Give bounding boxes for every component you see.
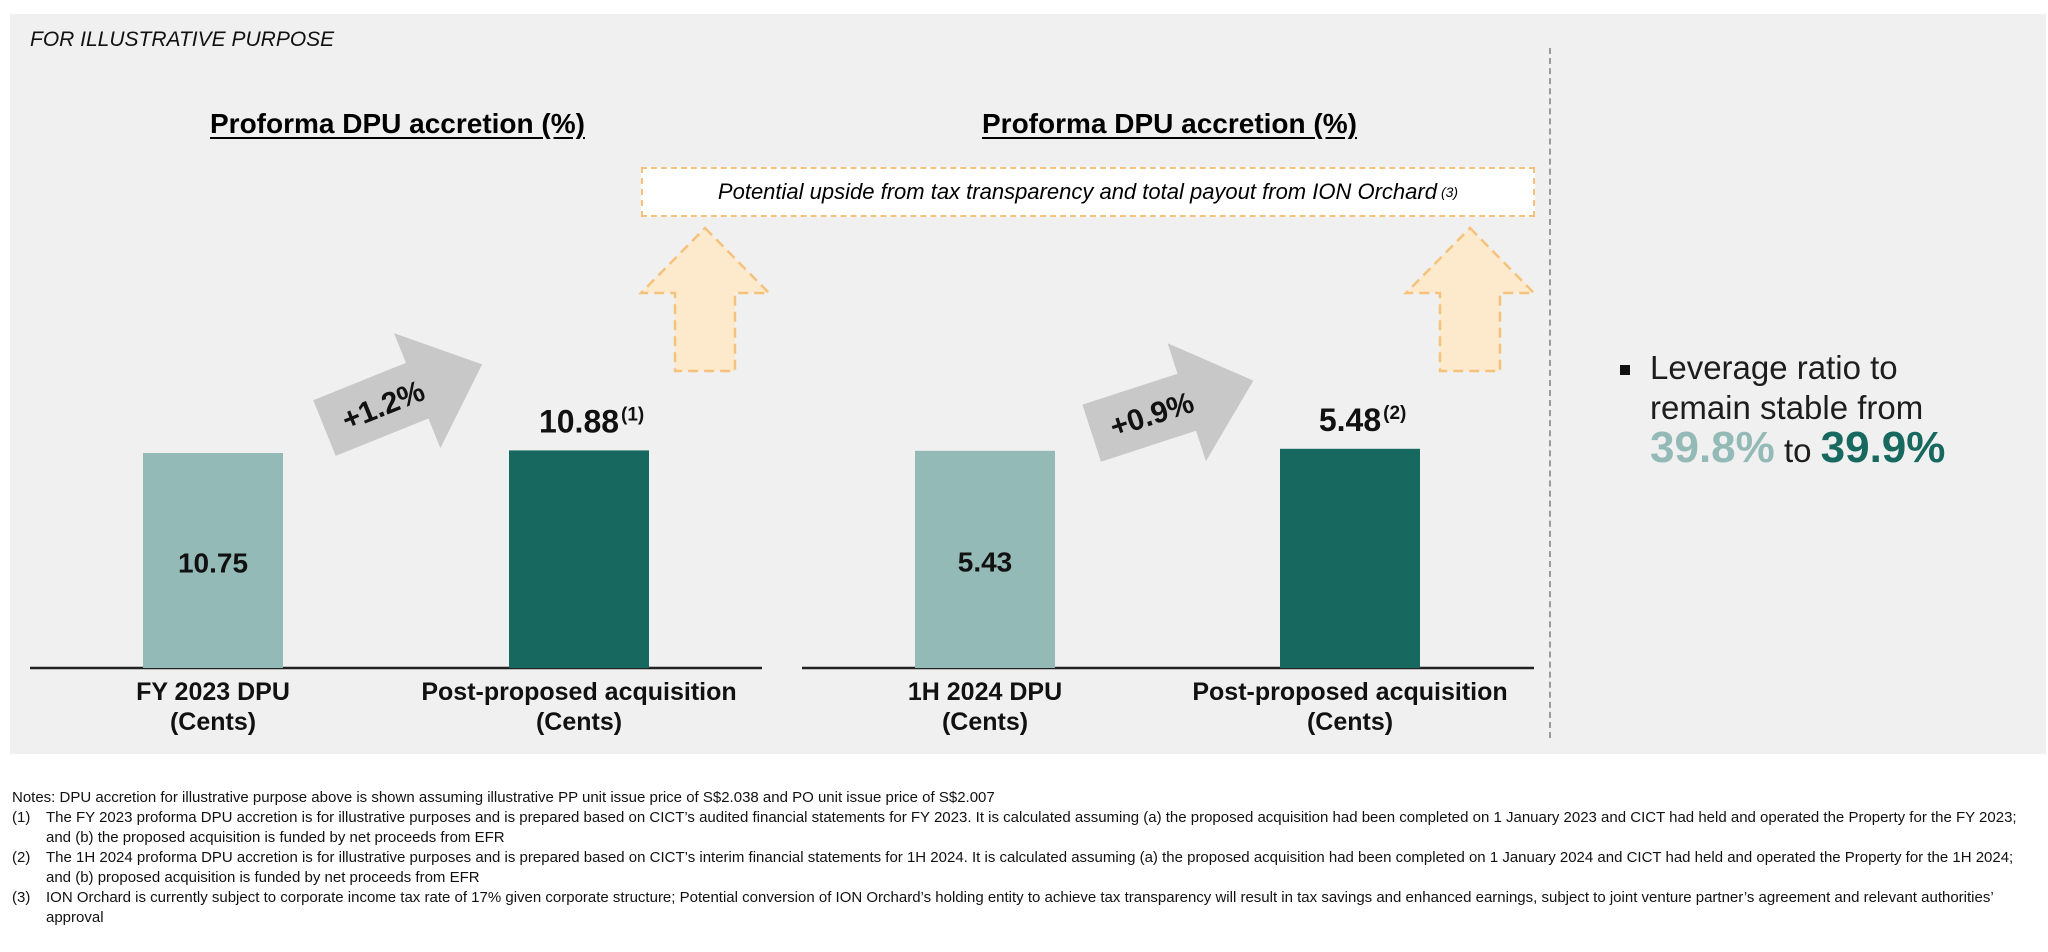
upside-box: Potential upside from tax transparency a… — [641, 167, 1535, 217]
footnote-2: (2) The 1H 2024 proforma DPU accretion i… — [12, 848, 2042, 888]
bar-value-label: 5.48 — [1319, 402, 1381, 438]
bar-post-acquisition — [509, 450, 649, 668]
chart-title-1h2024: Proforma DPU accretion (%) — [982, 108, 1357, 139]
bar-value-label: 10.88 — [539, 403, 619, 439]
category-label: (Cents) — [1307, 708, 1393, 736]
bullet-square-icon — [1620, 365, 1630, 375]
growth-arrow: +0.9% — [1082, 343, 1254, 462]
illustrative-label: FOR ILLUSTRATIVE PURPOSE — [30, 28, 335, 51]
footnote-text: The FY 2023 proforma DPU accretion is fo… — [46, 809, 2017, 846]
category-label: Post-proposed acquisition — [421, 678, 736, 706]
growth-arrow-shape — [313, 333, 483, 456]
chart-title-fy2023: Proforma DPU accretion (%) — [210, 108, 585, 139]
bar-value-ref: (2) — [1383, 403, 1406, 424]
leverage-text: Leverage ratio to remain stable from — [1650, 349, 1924, 426]
footnotes: Notes: DPU accretion for illustrative pu… — [12, 788, 2042, 928]
leverage-old-value: 39.8% — [1650, 423, 1775, 472]
bar-value-label: 10.75 — [178, 548, 248, 579]
footnote-text: The 1H 2024 proforma DPU accretion is fo… — [46, 849, 2014, 886]
footnote-3: (3) ION Orchard is currently subject to … — [12, 888, 2042, 928]
notes-intro: Notes: DPU accretion for illustrative pu… — [12, 789, 995, 806]
bar-value-label: 5.43 — [958, 546, 1013, 577]
category-label: Post-proposed acquisition — [1192, 678, 1507, 706]
upside-text: Potential upside from tax transparency a… — [717, 179, 1437, 204]
category-label: (Cents) — [536, 708, 622, 736]
upside-arrow-icon — [1403, 226, 1537, 373]
bar-base-dpu — [143, 453, 283, 668]
category-label: (Cents) — [942, 708, 1028, 736]
footnote-1: (1) The FY 2023 proforma DPU accretion i… — [12, 808, 2042, 848]
upside-arrow-icon — [638, 226, 772, 373]
vertical-divider — [1549, 48, 1551, 738]
category-label: 1H 2024 DPU — [908, 678, 1062, 706]
footnote-number: (2) — [12, 849, 31, 866]
category-label: FY 2023 DPU — [136, 678, 290, 706]
leverage-connector: to — [1783, 432, 1812, 469]
bar-value-ref: (1) — [621, 404, 644, 425]
growth-arrow: +1.2% — [313, 333, 483, 456]
bar-base-dpu — [915, 450, 1055, 668]
footnote-text: ION Orchard is currently subject to corp… — [46, 889, 1994, 926]
upside-ref: (3) — [1440, 184, 1459, 200]
leverage-bullet: Leverage ratio to remain stable from 39.… — [1620, 348, 1990, 471]
category-label: (Cents) — [170, 708, 256, 736]
leverage-new-value: 39.9% — [1820, 423, 1946, 472]
growth-arrow-shape — [1082, 343, 1254, 462]
bar-post-acquisition — [1280, 448, 1420, 668]
footnote-number: (3) — [12, 889, 31, 906]
footnote-number: (1) — [12, 809, 31, 826]
